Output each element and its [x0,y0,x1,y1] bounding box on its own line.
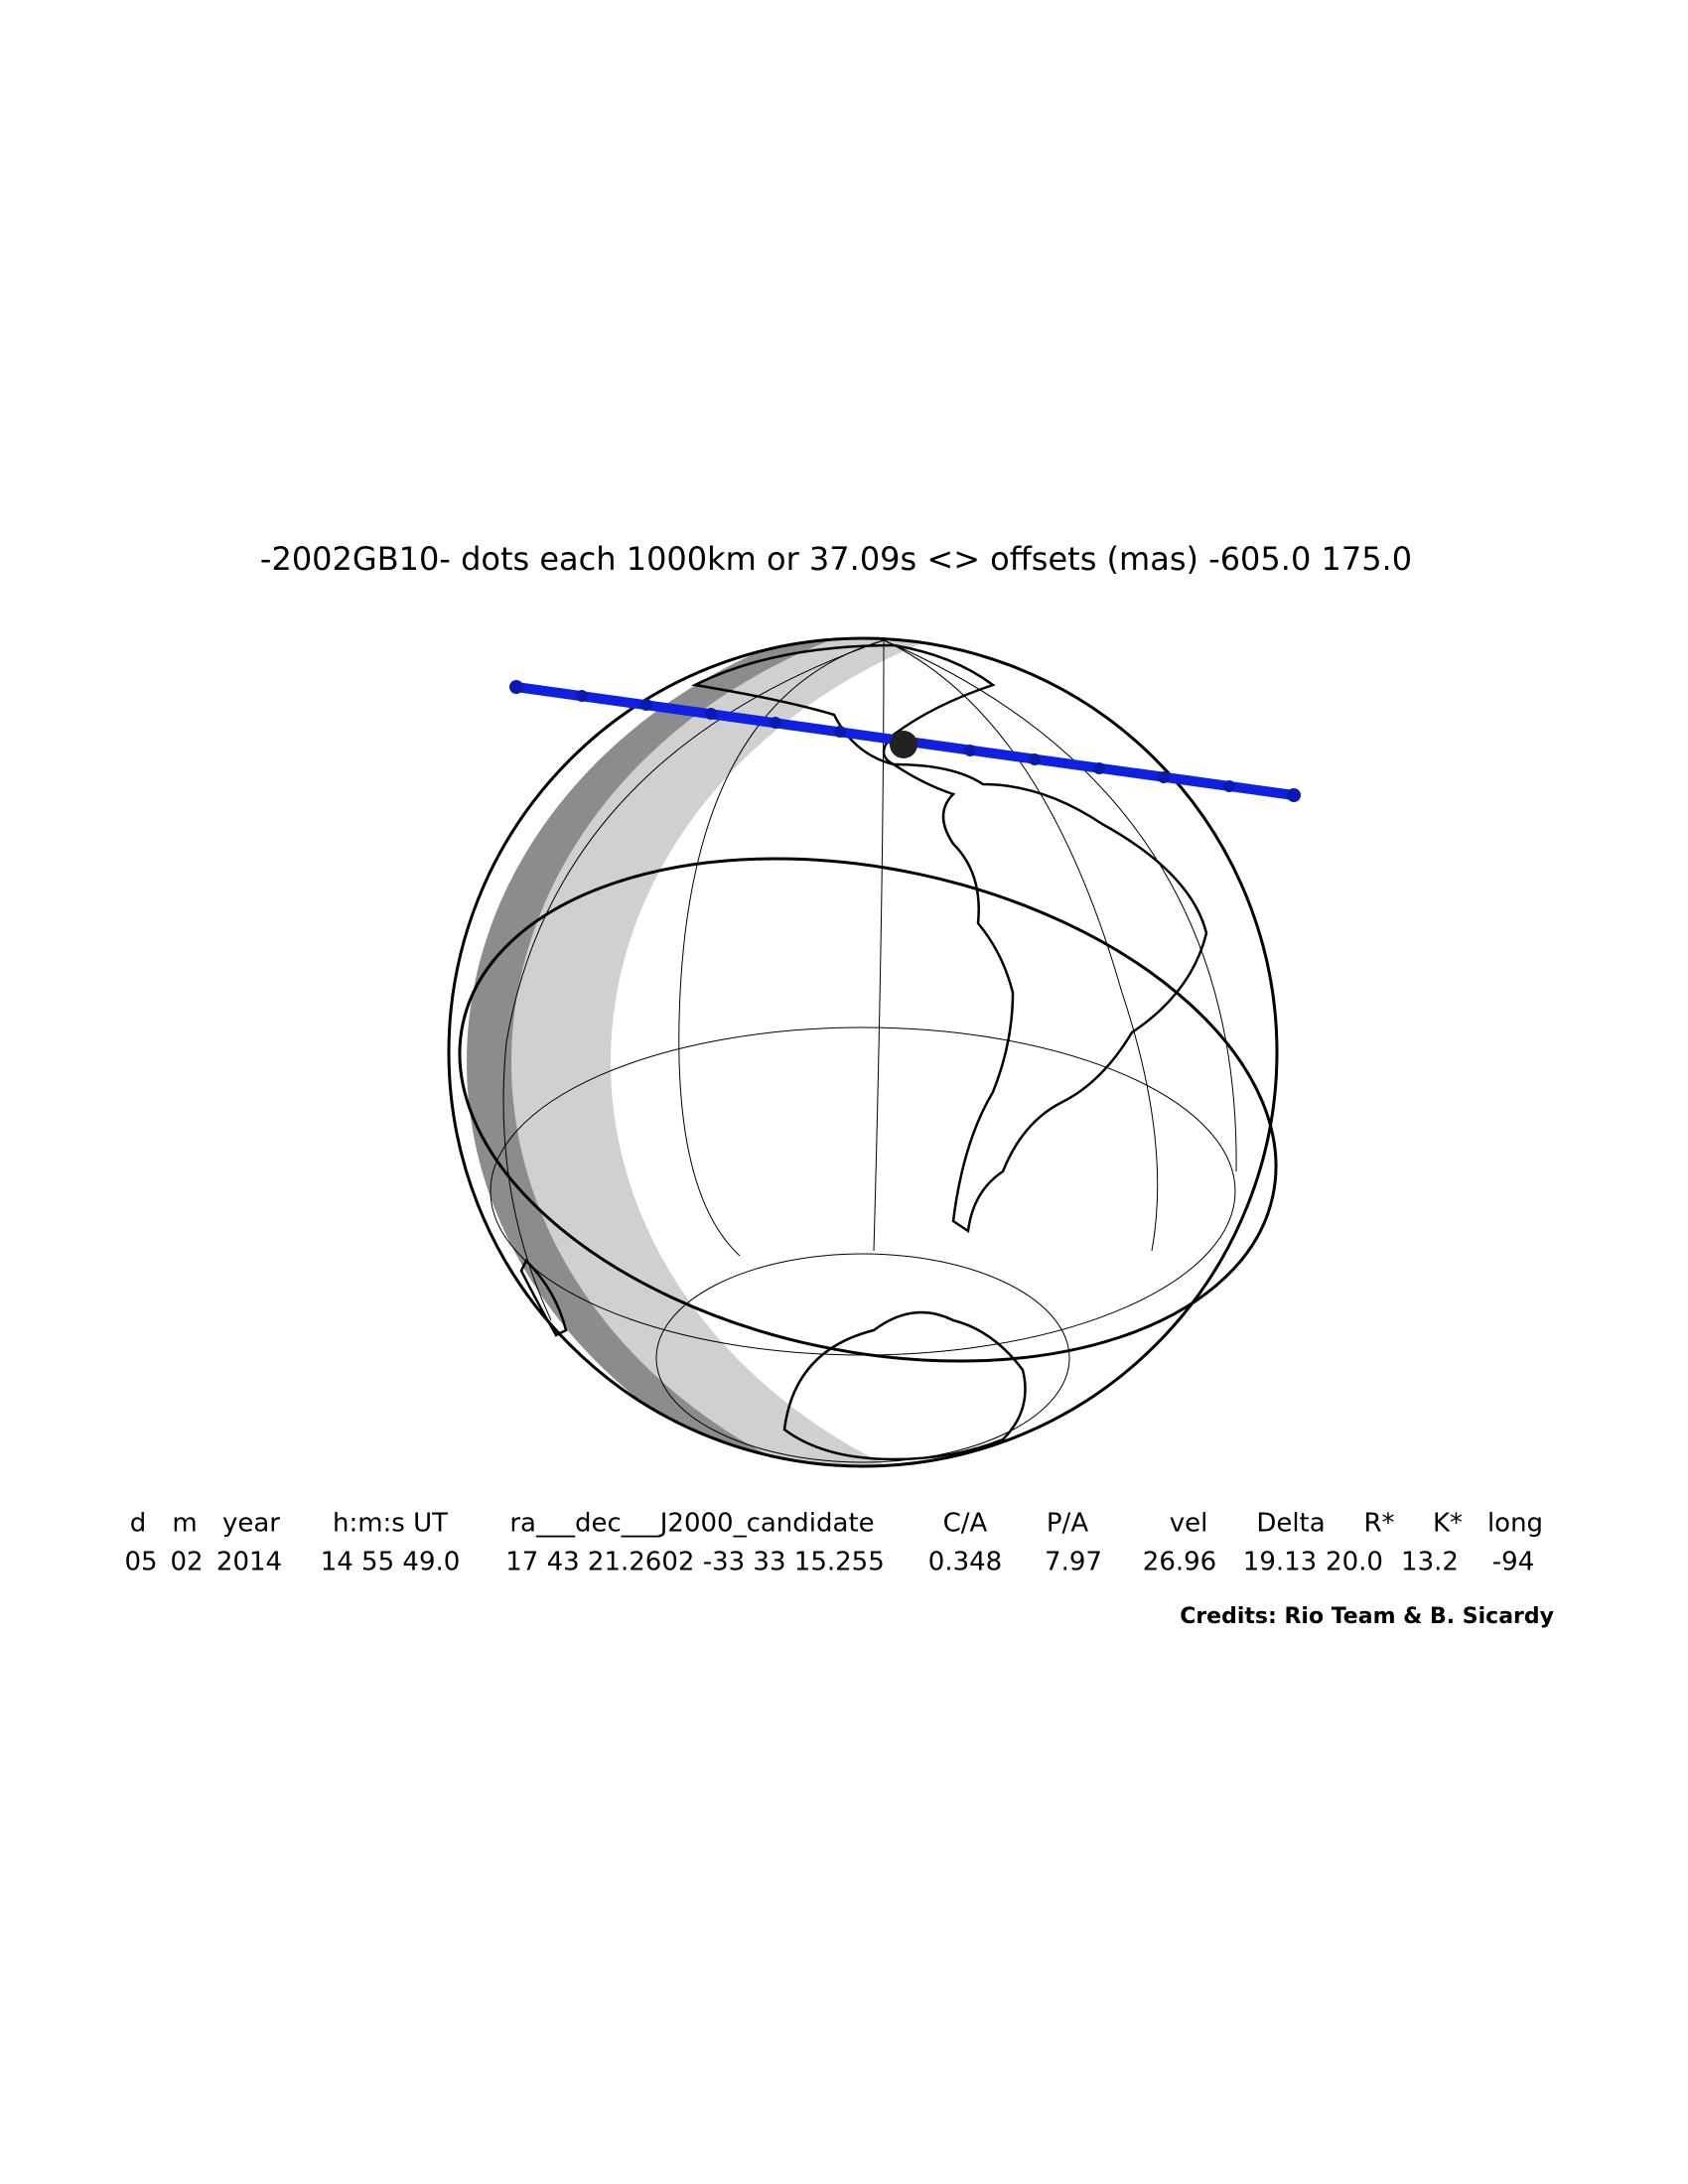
occultation-path [509,680,1301,802]
table-cell: 19.13 [1243,1548,1317,1577]
table-header: C/A [943,1509,988,1539]
table-header: h:m:s UT [333,1509,448,1539]
table-cell: 7.97 [1045,1548,1102,1577]
table-header: year [222,1509,280,1539]
shadow-limit [458,857,1278,1363]
table-cell: 05 [124,1548,157,1577]
credits: Credits: Rio Team & B. Sicardy [1180,1604,1554,1629]
table-header: ra___dec___J2000_candidate [509,1509,874,1539]
table-cell: 14 55 49.0 [321,1548,461,1577]
table-header: K* [1433,1509,1463,1539]
table-header: m [172,1509,197,1539]
globe [447,636,1279,1468]
table-cell: 0.348 [928,1548,1002,1577]
table-cell: 02 [170,1548,203,1577]
table-header: P/A [1047,1509,1088,1539]
table-header: long [1487,1509,1543,1539]
event-table: d m year h:m:s UT ra___dec___J2000_candidate… [124,1509,1543,1577]
table-cell: 17 43 21.2602 -33 33 15.255 [505,1548,885,1577]
table-cell: 2014 [216,1548,282,1577]
coastlines [519,643,1208,1461]
day-side [611,638,1277,1466]
table-header: Delta [1256,1509,1325,1539]
title: -2002GB10- dots each 1000km or 37.09s <>… [260,540,1412,578]
table-cell: 20.0 [1326,1548,1383,1577]
table-cell: 26.96 [1143,1548,1216,1577]
table-header: R* [1363,1509,1394,1539]
table-cell: 13.2 [1401,1548,1459,1577]
table-header: vel [1170,1509,1208,1539]
table-cell: -94 [1492,1548,1534,1577]
table-header: d [130,1509,147,1539]
